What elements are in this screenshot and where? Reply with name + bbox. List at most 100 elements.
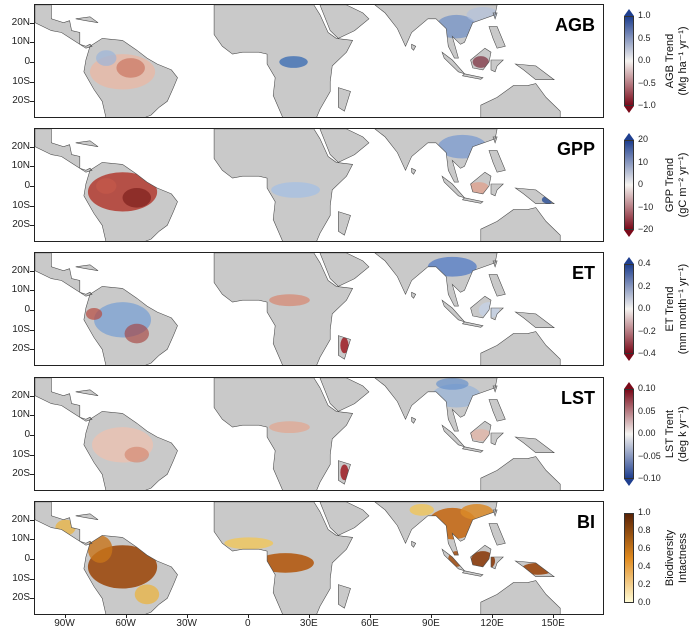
lat-tick — [30, 186, 34, 187]
colorbar-tick-label: −0.4 — [638, 348, 656, 358]
lat-tick-label: 10S — [12, 572, 30, 584]
lat-tick — [30, 454, 34, 456]
colorbar-title-line2: Intactness — [677, 532, 689, 584]
colorbar-gpp — [624, 140, 634, 230]
trend-region — [124, 446, 149, 463]
map-panel-gpp: GPP — [34, 128, 604, 242]
trend-region — [436, 378, 469, 390]
trend-region — [271, 182, 320, 198]
trend-region — [448, 551, 465, 567]
lat-tick-label: 20N — [11, 513, 30, 525]
colorbar-title-line1: ET Trend — [664, 286, 676, 332]
lon-tick — [369, 614, 371, 618]
lat-tick — [30, 349, 34, 351]
lat-tick — [30, 395, 34, 397]
lon-tick — [492, 614, 494, 618]
trend-region — [269, 421, 310, 434]
trend-overlay — [92, 378, 492, 481]
map-panel-agb: AGB — [34, 4, 604, 118]
trend-region — [468, 182, 489, 194]
lat-tick — [30, 578, 34, 580]
panel-title: AGB — [555, 15, 595, 35]
colorbar-agb — [624, 16, 634, 106]
panel-title: LST — [561, 388, 595, 408]
lat-tick — [30, 270, 34, 272]
trend-region — [438, 134, 487, 159]
trend-region — [134, 584, 160, 605]
colorbar-title-line1: LST Trent — [664, 409, 676, 459]
lat-tick — [30, 166, 34, 168]
colorbar-tick-label: 0.0 — [638, 597, 651, 607]
colorbar-tick-label: 1.0 — [638, 10, 651, 20]
lat-tick-label: 10N — [11, 409, 30, 421]
lat-tick — [30, 42, 34, 44]
lat-tick-label: 0 — [24, 429, 30, 440]
colorbar-bi — [624, 513, 634, 603]
map-gpp — [35, 129, 561, 241]
lon-tick-label: 60W — [115, 618, 136, 629]
colorbar-title-line2: (gC m⁻² yr⁻¹) — [677, 152, 689, 218]
colorbar-extend-top — [624, 382, 634, 389]
colorbar-title: Biodiversity Intactness — [664, 503, 690, 613]
colorbar-extend-bottom — [624, 354, 634, 361]
lat-tick-label: 10S — [12, 448, 30, 460]
trend-region — [279, 56, 308, 68]
lon-tick — [186, 614, 188, 618]
lat-tick — [30, 146, 34, 148]
lat-tick-label: 20S — [12, 343, 30, 355]
lon-tick — [308, 614, 310, 618]
colorbar-tick-label: −0.10 — [638, 473, 661, 483]
map-agb — [35, 5, 561, 117]
colorbar-tick-label: 0.00 — [638, 428, 656, 438]
colorbar-title-line1: AGB Trend — [664, 33, 676, 89]
lat-tick — [30, 22, 34, 24]
lat-tick — [30, 62, 34, 63]
trend-region — [87, 535, 113, 563]
trend-region — [116, 58, 145, 78]
lat-tick-label: 10N — [11, 533, 30, 545]
lat-tick-label: 20S — [12, 592, 30, 604]
trend-region — [409, 503, 434, 516]
colorbar-title-line2: (deg k yr⁻¹) — [677, 406, 689, 462]
lon-tick-label: 150E — [541, 618, 565, 629]
colorbar-tick-label: −0.05 — [638, 450, 661, 461]
lat-tick-label: 20N — [11, 140, 30, 152]
colorbar-tick-label: 0.8 — [638, 525, 651, 535]
lon-tick — [430, 614, 432, 618]
lat-tick-label: 20S — [12, 219, 30, 231]
colorbar-tick-label: 0.6 — [638, 543, 651, 553]
trend-region — [96, 178, 117, 194]
lat-tick — [30, 519, 34, 521]
lat-tick — [30, 310, 34, 311]
colorbar-tick-label: 0.0 — [638, 55, 651, 65]
lon-tick-label: 0 — [244, 618, 251, 629]
colorbar-tick-label: 0.2 — [638, 280, 651, 291]
lat-tick — [30, 329, 34, 331]
colorbar-et — [624, 264, 634, 354]
trend-overlay — [89, 6, 500, 90]
lat-tick — [30, 225, 34, 227]
lat-tick-label: 0 — [24, 304, 30, 315]
lon-tick — [553, 614, 555, 618]
lat-tick-label: 20S — [12, 468, 30, 480]
lat-tick-label: 10N — [11, 160, 30, 172]
colorbar-tick-label: 0.0 — [638, 303, 651, 313]
colorbar-extend-top — [624, 257, 634, 264]
colorbar-title-line2: (Mg ha⁻¹ yr⁻¹) — [677, 26, 689, 96]
lat-tick — [30, 205, 34, 207]
lat-tick — [30, 474, 34, 476]
trend-region — [96, 50, 117, 66]
lat-tick — [30, 598, 34, 600]
map-panel-lst: LST — [34, 377, 604, 491]
lat-tick-label: 0 — [24, 553, 30, 564]
panel-title: ET — [571, 263, 595, 283]
lon-tick-label: 30E — [299, 618, 318, 629]
panel-title: BI — [577, 512, 595, 532]
colorbar-tick-label: 0.05 — [638, 405, 656, 416]
lat-tick — [30, 539, 34, 541]
map-panel-et: ET — [34, 252, 604, 366]
colorbar-tick-label: 0.2 — [638, 579, 651, 589]
colorbar-title: GPP Trend (gC m⁻² yr⁻¹) — [664, 130, 690, 240]
colorbar-title: AGB Trend (Mg ha⁻¹ yr⁻¹) — [664, 6, 690, 116]
colorbar-tick-label: 1.0 — [638, 507, 651, 517]
